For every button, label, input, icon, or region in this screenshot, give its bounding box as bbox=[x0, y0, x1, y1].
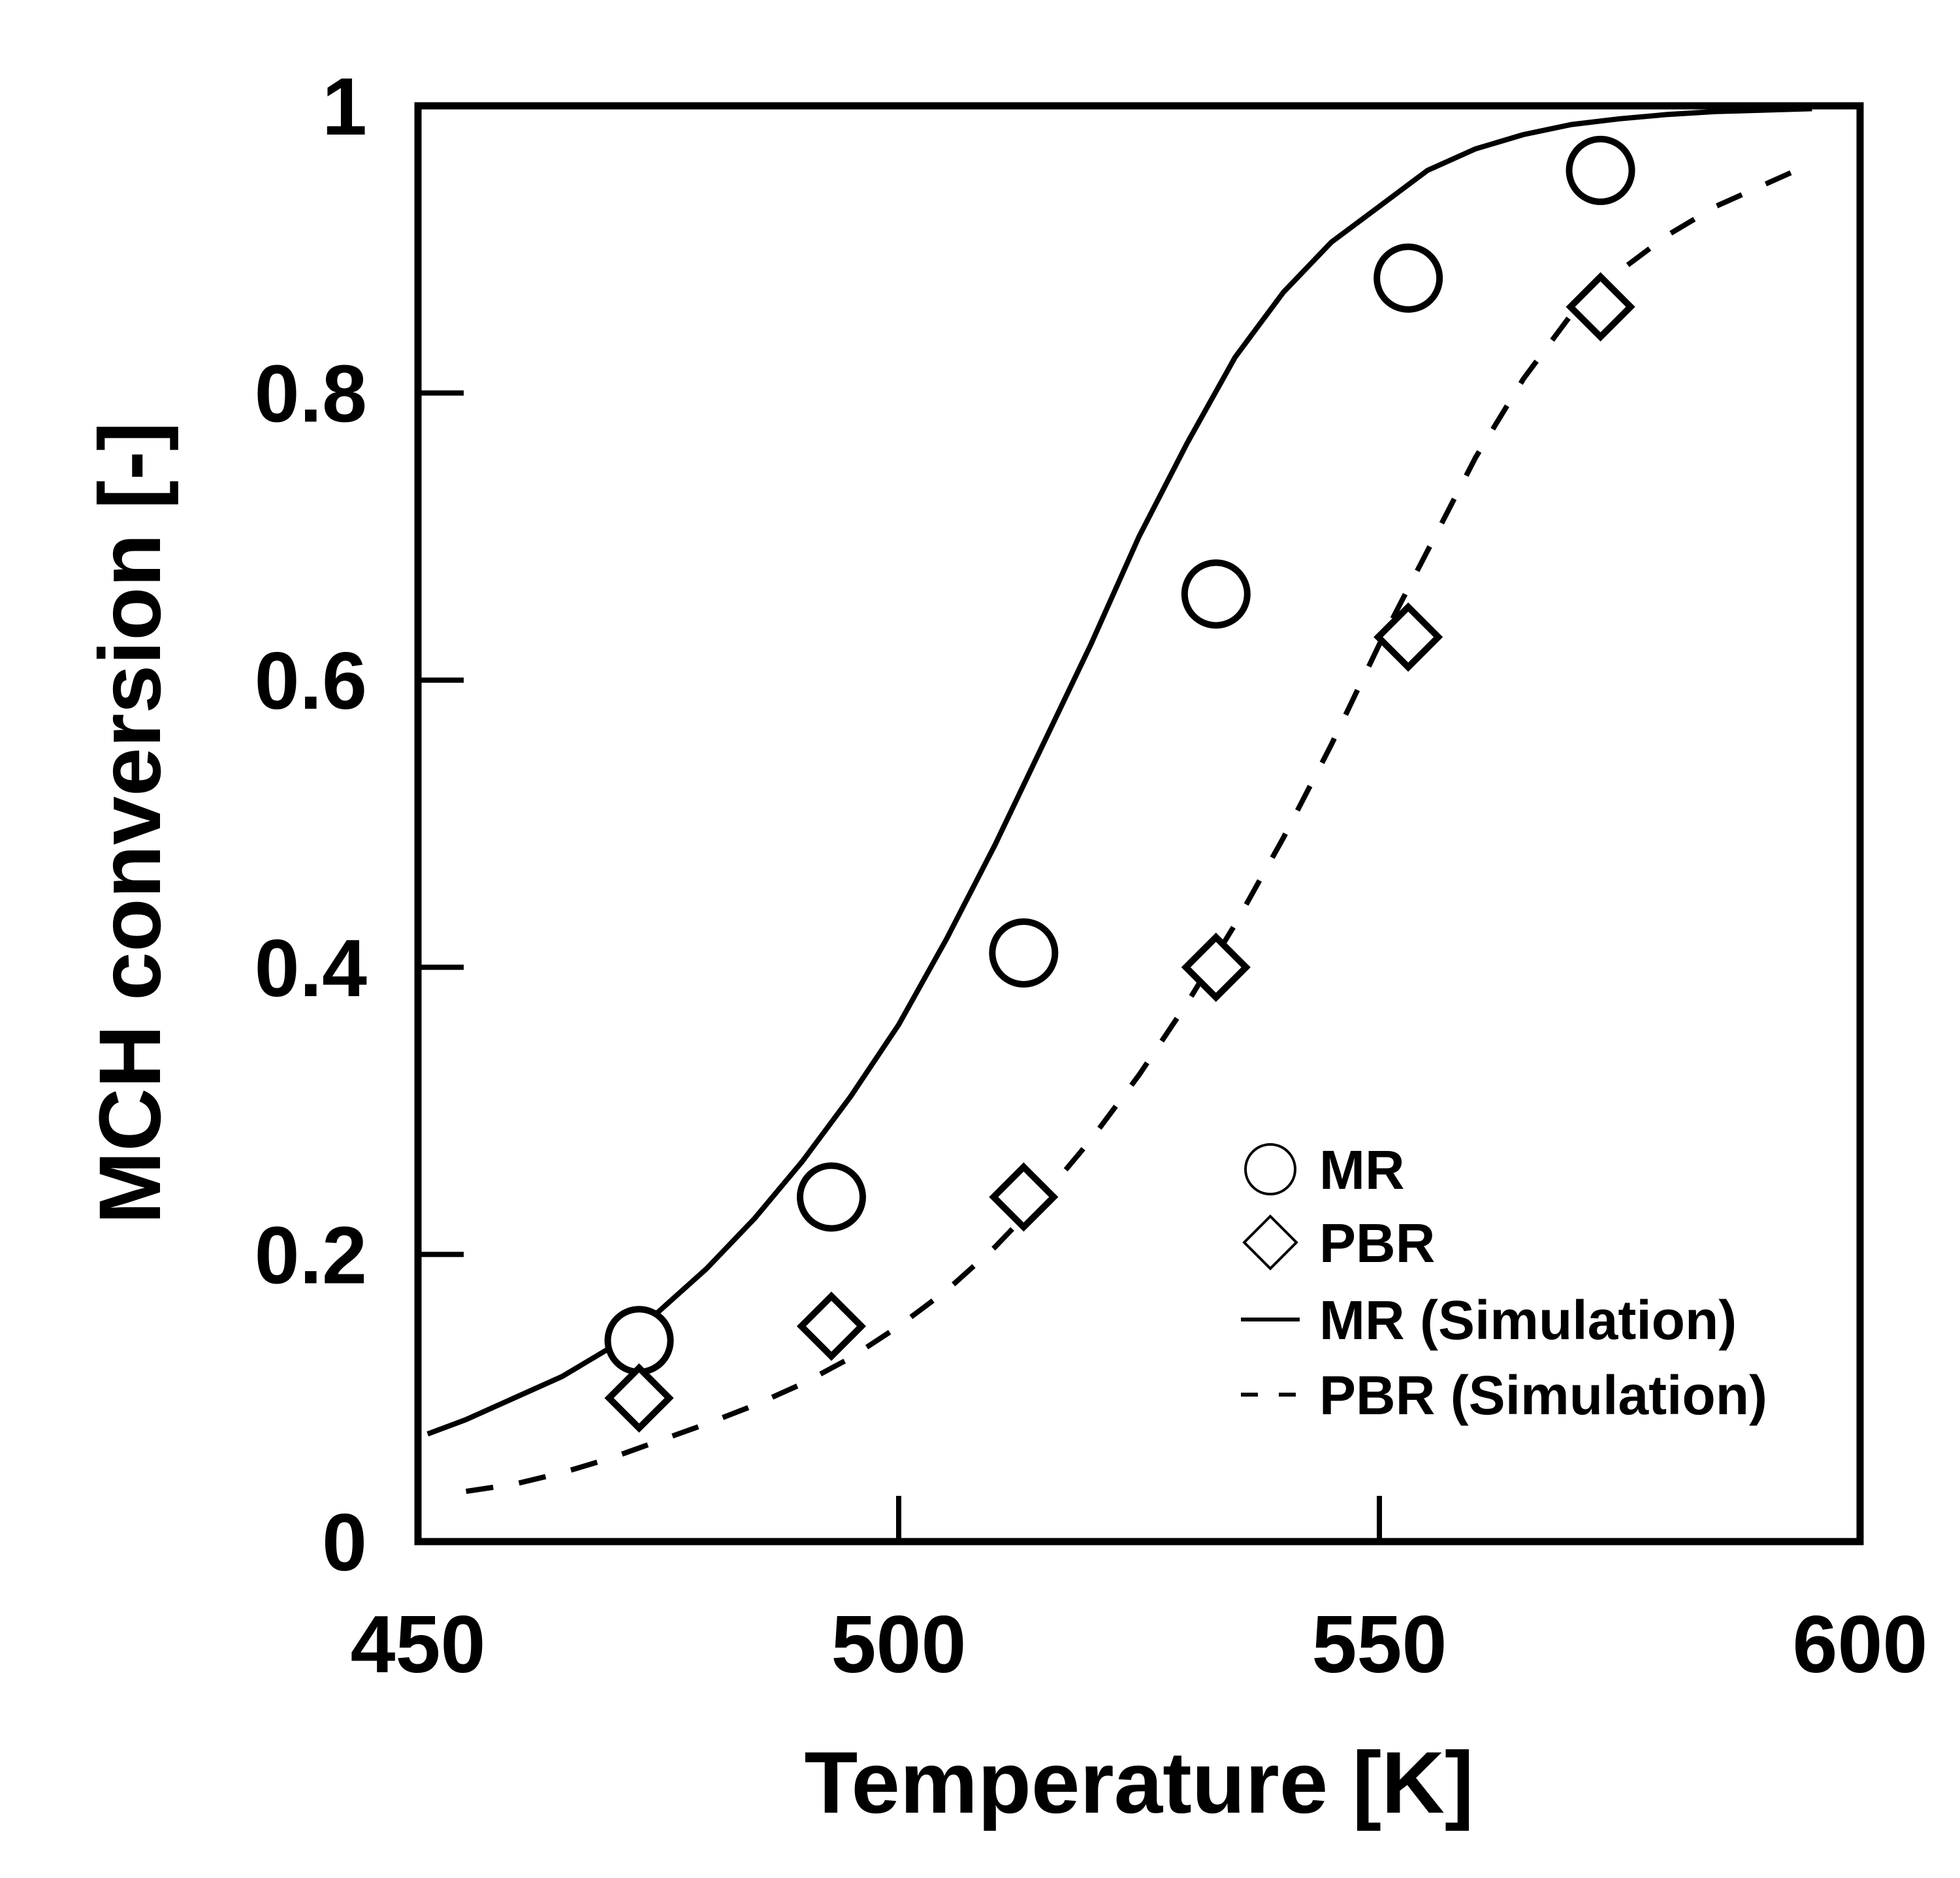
legend-pbr-label: PBR bbox=[1319, 1212, 1435, 1274]
x-tick-label-550: 550 bbox=[1312, 1600, 1447, 1690]
data-point-mr-473 bbox=[604, 1306, 674, 1376]
legend-item-pbr: PBR bbox=[1242, 1212, 1435, 1274]
legend-item-mr: MR bbox=[1244, 1139, 1405, 1201]
data-point-pbr-493 bbox=[796, 1291, 867, 1361]
data-point-pbr-473 bbox=[604, 1363, 674, 1433]
y-tick-label-1: 1 bbox=[322, 62, 367, 152]
x-tick-label-450: 450 bbox=[351, 1600, 486, 1690]
legend-mr-label: MR bbox=[1319, 1139, 1405, 1201]
y-tick-label-0-4: 0.4 bbox=[255, 924, 367, 1014]
legend-mr-sim-label: MR (Simulation) bbox=[1319, 1289, 1737, 1351]
markers-layer bbox=[604, 135, 1635, 1433]
legend: MR PBR MR (Simulation) PBR (Simulation) bbox=[1241, 1139, 1767, 1426]
data-point-pbr-573 bbox=[1566, 272, 1635, 342]
x-tick-label-500: 500 bbox=[831, 1600, 967, 1690]
data-point-mr-493 bbox=[796, 1162, 866, 1232]
data-point-pbr-513 bbox=[989, 1162, 1059, 1232]
data-point-mr-573 bbox=[1566, 135, 1635, 205]
ticks-layer: 450 500 550 600 0 0.2 0.4 0.6 0.8 1 bbox=[255, 62, 1928, 1690]
data-point-pbr-553 bbox=[1374, 602, 1443, 672]
x-axis-title: Temperature [K] bbox=[804, 1734, 1473, 1832]
data-point-mr-533 bbox=[1181, 559, 1251, 629]
legend-mr-circle bbox=[1244, 1143, 1296, 1195]
legend-pbr-sim-label: PBR (Simulation) bbox=[1319, 1365, 1767, 1426]
y-tick-label-0-2: 0.2 bbox=[255, 1210, 367, 1301]
y-tick-label-0-6: 0.6 bbox=[255, 636, 367, 726]
legend-item-pbr-simulation: PBR (Simulation) bbox=[1241, 1365, 1767, 1426]
y-axis-title: MCH conversion [-] bbox=[82, 422, 179, 1224]
x-tick-label-600: 600 bbox=[1793, 1600, 1928, 1690]
y-tick-label-0-8: 0.8 bbox=[255, 349, 367, 440]
plot-frame bbox=[414, 102, 1864, 1546]
legend-pbr-diamond bbox=[1242, 1214, 1298, 1271]
data-point-pbr-533 bbox=[1181, 932, 1251, 1002]
data-point-mr-513 bbox=[989, 918, 1059, 988]
y-tick-label-0: 0 bbox=[322, 1498, 367, 1588]
legend-item-mr-simulation: MR (Simulation) bbox=[1241, 1289, 1737, 1351]
data-point-mr-553 bbox=[1374, 243, 1443, 313]
